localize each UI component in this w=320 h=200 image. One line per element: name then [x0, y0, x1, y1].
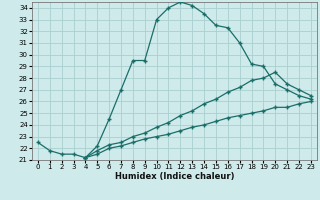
X-axis label: Humidex (Indice chaleur): Humidex (Indice chaleur): [115, 172, 234, 181]
